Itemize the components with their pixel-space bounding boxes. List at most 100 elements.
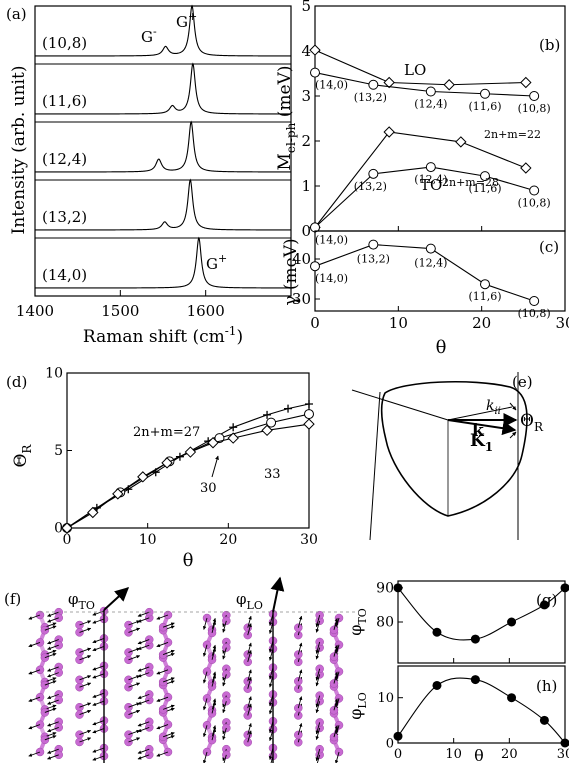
data-point <box>261 424 273 437</box>
x-tick-label: 20 <box>472 314 491 332</box>
series-line-0 <box>314 49 526 86</box>
displacement-arrow <box>315 749 321 762</box>
y-tick-label: 5 <box>301 0 311 15</box>
displacement-arrow <box>92 755 105 761</box>
line-kii-left <box>351 389 449 421</box>
panel-a-x-ticks: 1400 1500 1600 <box>16 290 225 320</box>
phi-lo-label: φLO <box>236 590 263 612</box>
data-point <box>529 296 540 306</box>
y-tick-label: 0 <box>301 222 311 240</box>
data-point <box>304 409 314 420</box>
displacement-arrow <box>315 722 321 735</box>
displacement-arrow <box>128 709 141 716</box>
x-tick-label: 1500 <box>101 302 139 320</box>
panel-e: (e) kii k K1 ΘR <box>351 372 544 541</box>
point-label: (12,4) <box>414 98 447 111</box>
displacement-arrow <box>79 655 92 661</box>
displacement-arrow <box>333 698 339 711</box>
data-point <box>137 471 149 483</box>
displacement-arrow <box>156 751 169 757</box>
panel-a-spectra <box>35 4 291 289</box>
displacement-arrow <box>47 693 59 700</box>
displacement-arrow <box>28 751 41 757</box>
data-point <box>560 738 569 748</box>
x-tick-label: 10 <box>445 747 462 762</box>
displacement-arrow <box>137 748 150 754</box>
displacement-arrow <box>247 642 252 655</box>
point-label: (12,4) <box>414 173 447 186</box>
displacement-arrow <box>47 699 59 705</box>
displacement-arrow <box>44 707 57 713</box>
point-label: (10,8) <box>518 307 551 320</box>
panel-b-label: (b) <box>539 36 560 54</box>
data-point <box>305 400 313 408</box>
phi-to-label: φTO <box>68 590 95 612</box>
displacement-arrow <box>222 674 227 687</box>
displacement-arrow <box>79 729 92 736</box>
to-annotation: TO <box>420 176 442 194</box>
displacement-arrow <box>128 647 141 653</box>
point-label: (14,0) <box>315 272 348 285</box>
displacement-arrow <box>297 696 303 709</box>
data-point <box>480 279 490 290</box>
data-point <box>480 171 490 182</box>
g-plus-sup-2: + <box>218 252 227 265</box>
displacement-arrow <box>222 727 227 740</box>
data-point <box>425 243 436 254</box>
displacement-arrow <box>47 748 59 754</box>
displacement-arrow <box>47 754 59 760</box>
data-point <box>425 162 436 173</box>
g-minus-annotation: G- <box>141 25 157 46</box>
data-point <box>507 693 517 703</box>
displacement-arrow <box>79 737 92 743</box>
displacement-arrow <box>222 620 227 633</box>
displacement-arrow <box>247 730 252 743</box>
displacement-arrow <box>211 674 217 687</box>
displacement-arrow <box>297 722 303 736</box>
displacement-arrow <box>128 737 141 743</box>
displacement-arrow <box>247 696 252 709</box>
point-label: (14,0) <box>315 233 348 246</box>
displacement-arrow <box>92 645 105 652</box>
panel-c-xlabel: θ <box>436 337 447 358</box>
displacement-arrow <box>222 647 227 660</box>
displacement-arrow <box>162 649 175 655</box>
y-tick-label: 90 <box>376 581 394 597</box>
label-2n-m-28: 2n+m=28 <box>442 176 499 189</box>
data-point <box>309 44 321 56</box>
displacement-arrow <box>247 703 252 716</box>
panel-a-frame <box>34 5 292 297</box>
displacement-arrow <box>162 732 175 738</box>
point-label: (13,2) <box>354 91 387 104</box>
theta-pointer-top <box>509 402 517 411</box>
displacement-arrow <box>202 725 208 738</box>
k1-label: K1 <box>470 431 493 454</box>
panel-g-series <box>393 583 569 644</box>
g-minus-sup: - <box>153 25 157 38</box>
displacement-arrow <box>137 754 150 760</box>
y-tick-label: 2 <box>301 132 311 150</box>
g-minus-letter: G <box>141 28 153 46</box>
panel-c: (c) 0 10 20 30 30 40 (14,0) (13,2) (12,4) (11,6)… <box>281 230 569 358</box>
displacement-arrow <box>202 617 208 630</box>
data-point <box>560 583 569 593</box>
displacement-arrow <box>47 727 59 733</box>
displacement-arrow <box>92 728 105 734</box>
data-point <box>227 432 239 444</box>
displacement-arrow <box>137 721 150 727</box>
panel-b-ylabel: Mel-ph (meV) <box>275 66 298 171</box>
data-point <box>61 522 73 534</box>
theta-pointer-bottom <box>509 431 517 439</box>
label-2n-m-27: 2n+m=27 <box>133 425 200 440</box>
series-line-0 <box>66 403 310 529</box>
displacement-arrow <box>156 724 169 730</box>
displacement-arrow <box>47 611 59 617</box>
data-point <box>432 680 442 690</box>
displacement-arrow <box>79 620 92 626</box>
displacement-arrow <box>47 672 59 678</box>
spectrum-line <box>35 236 291 289</box>
data-point <box>539 715 549 725</box>
label-30: 30 <box>200 481 217 496</box>
